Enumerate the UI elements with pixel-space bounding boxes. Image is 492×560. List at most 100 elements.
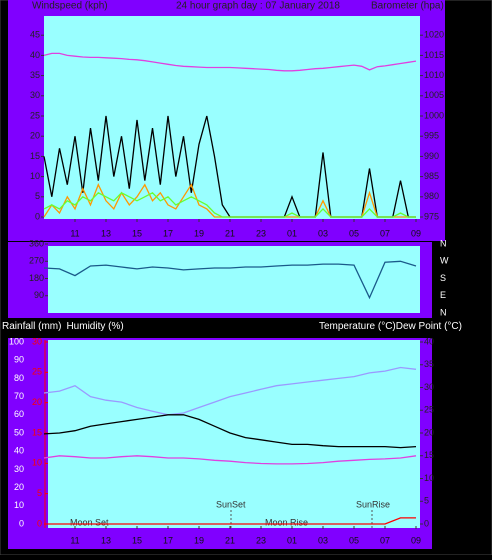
y2-tick-label: W — [440, 256, 449, 266]
x-tick-label: 05 — [349, 535, 359, 545]
x-tick-label: 07 — [380, 228, 390, 238]
annotation: Moon Rise — [265, 517, 308, 527]
x-tick-label: 03 — [318, 535, 328, 545]
x-tick-label: 13 — [101, 228, 111, 238]
y-tick-label: 40 — [14, 446, 24, 456]
series-line — [43, 366, 417, 416]
x-tick-label: 09 — [411, 228, 421, 238]
y-tick-label: 45 — [30, 30, 40, 40]
y-tick-label: 20 — [30, 131, 40, 141]
x-tick-label: 15 — [132, 535, 142, 545]
y3-tick-label: 5 — [37, 488, 42, 498]
y-tick-label: 100 — [9, 336, 24, 346]
chart-title: 24 hour graph day : 07 January 2018 — [176, 1, 340, 12]
x-tick-label: 13 — [101, 535, 111, 545]
y2-tick-label: 1010 — [424, 70, 444, 80]
y-tick-label: 70 — [14, 391, 24, 401]
x-tick-label: 03 — [318, 228, 328, 238]
y2-tick-label: N — [440, 307, 447, 317]
y2-tick-label: 30 — [424, 382, 434, 392]
x-tick-label: 01 — [287, 228, 297, 238]
y2-tick-label: 40 — [424, 336, 434, 346]
temp-label: Temperature (°C) — [319, 321, 396, 332]
annotation: SunRise — [356, 499, 390, 509]
series-line — [44, 517, 416, 525]
x-tick-label: 19 — [194, 535, 204, 545]
y2-tick-label: 10 — [424, 473, 434, 483]
y2-tick-label: 15 — [424, 450, 434, 460]
x-tick-label: 21 — [225, 228, 235, 238]
y3-tick-label: 10 — [32, 458, 42, 468]
y2-tick-label: 0 — [424, 518, 429, 528]
y-tick-label: 0 — [19, 518, 24, 528]
y-tick-label: 5 — [35, 191, 40, 201]
humidity-label: Humidity (%) — [66, 321, 123, 332]
y2-tick-label: 975 — [424, 211, 439, 221]
y2-axis-label: Barometer (hpa) — [371, 1, 444, 12]
y2-axis-labels: Temperature (°C)Dew Point (°C) — [319, 321, 462, 332]
y3-tick-label: 25 — [32, 367, 42, 377]
x-tick-label: 15 — [132, 228, 142, 238]
y-tick-label: 0 — [35, 211, 40, 221]
y-tick-label: 25 — [30, 110, 40, 120]
x-tick-label: 01 — [287, 535, 297, 545]
y2-tick-label: 20 — [424, 427, 434, 437]
y-tick-label: 15 — [30, 151, 40, 161]
y2-tick-label: 995 — [424, 131, 439, 141]
y2-tick-label: 1020 — [424, 30, 444, 40]
y2-tick-label: 985 — [424, 171, 439, 181]
y-tick-label: 35 — [30, 70, 40, 80]
y2-tick-label: 35 — [424, 359, 434, 369]
y-tick-label: 10 — [14, 500, 24, 510]
y-axis-labels: Rainfall (mm) Humidity (%) — [2, 321, 124, 332]
y-tick-label: 360 — [29, 238, 44, 248]
y2-tick-label: 5 — [424, 496, 429, 506]
y-tick-label: 20 — [14, 482, 24, 492]
y2-tick-label: 990 — [424, 151, 439, 161]
y-tick-label: 50 — [14, 427, 24, 437]
y-tick-label: 270 — [29, 256, 44, 266]
rain-label: Rainfall (mm) — [2, 321, 61, 332]
x-tick-label: 17 — [163, 228, 173, 238]
y-axis-label: Windspeed (kph) — [32, 1, 108, 12]
x-tick-label: 21 — [225, 535, 235, 545]
annotation: SunSet — [216, 499, 246, 509]
annotation: Moon Set — [70, 517, 109, 527]
y3-tick-label: 30 — [32, 336, 42, 346]
y-tick-label: 40 — [30, 50, 40, 60]
x-tick-label: 07 — [380, 535, 390, 545]
y3-tick-label: 15 — [32, 427, 42, 437]
y-tick-label: 90 — [14, 355, 24, 365]
y2-tick-label: E — [440, 290, 446, 300]
plot-area — [48, 246, 420, 313]
y2-tick-label: 25 — [424, 405, 434, 415]
y-tick-label: 180 — [29, 273, 44, 283]
x-tick-label: 23 — [256, 535, 266, 545]
y3-tick-label: 0 — [37, 518, 42, 528]
x-tick-label: 11 — [70, 228, 79, 238]
series-line — [43, 192, 416, 218]
series-line — [43, 414, 417, 449]
x-tick-label: 19 — [194, 228, 204, 238]
y2-tick-label: S — [440, 273, 446, 283]
y-tick-label: 30 — [30, 90, 40, 100]
y3-tick-label: 20 — [32, 397, 42, 407]
y-tick-label: 80 — [14, 373, 24, 383]
series-line — [43, 260, 417, 300]
y2-tick-label: 1015 — [424, 50, 444, 60]
x-tick-label: 05 — [349, 228, 359, 238]
y2-tick-label: 980 — [424, 191, 439, 201]
x-tick-label: 23 — [256, 228, 266, 238]
x-tick-label: 17 — [163, 535, 173, 545]
dew-label: Dew Point (°C) — [396, 321, 462, 332]
y2-tick-label: 1005 — [424, 90, 444, 100]
y-tick-label: 30 — [14, 464, 24, 474]
y-tick-label: 90 — [34, 290, 44, 300]
y-tick-label: 10 — [30, 171, 40, 181]
y2-tick-label: N — [440, 238, 447, 248]
series-line — [43, 52, 417, 72]
y2-tick-label: 1000 — [424, 110, 444, 120]
series-line — [43, 455, 417, 465]
